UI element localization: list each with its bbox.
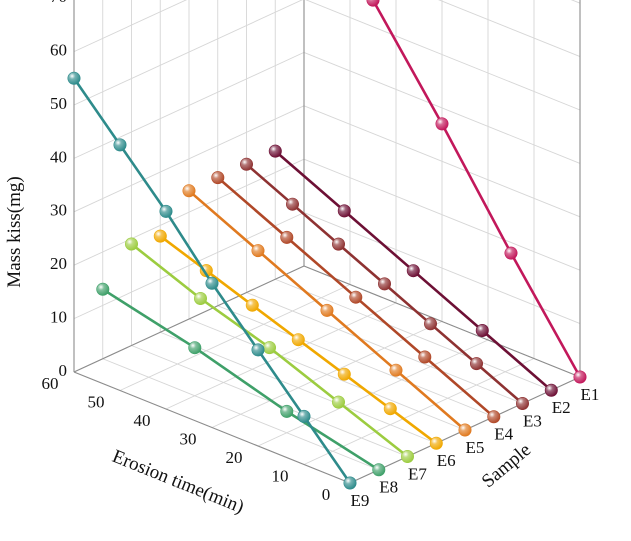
data-point bbox=[96, 282, 110, 296]
z-axis-label: Mass kiss(mg) bbox=[4, 176, 25, 287]
gridline-floor bbox=[275, 278, 552, 391]
data-point bbox=[268, 144, 282, 158]
data-point bbox=[458, 423, 472, 437]
z-tick-label: 70 bbox=[50, 0, 67, 6]
series-line bbox=[102, 288, 380, 471]
y-tick-label: 20 bbox=[226, 448, 243, 467]
gridline-back bbox=[73, 0, 188, 53]
x-axis-label: Sample bbox=[478, 439, 535, 492]
data-point bbox=[297, 409, 311, 423]
data-point bbox=[515, 396, 529, 410]
data-point bbox=[435, 117, 449, 131]
axes-frame bbox=[73, 0, 581, 484]
x-tick-label: E1 bbox=[581, 385, 600, 404]
gridline-floor bbox=[217, 305, 494, 418]
data-point bbox=[182, 184, 196, 198]
data-point bbox=[331, 237, 345, 251]
x-tick-label: E8 bbox=[379, 478, 398, 497]
gridline-floor bbox=[102, 358, 379, 471]
tick-labels: 0 10 20 30 40 50 60 70 0 10 20 30 40 50 60 E1 E2 E3 E4 E5 E6… bbox=[42, 0, 600, 510]
data-point bbox=[331, 395, 345, 409]
data-point bbox=[188, 341, 202, 355]
y-tick-label: 0 bbox=[322, 485, 331, 504]
data-point bbox=[429, 436, 443, 450]
data-point bbox=[159, 204, 173, 218]
data-point bbox=[475, 323, 489, 337]
x-tick-label: E4 bbox=[494, 425, 513, 444]
axis-frame-edge bbox=[303, 265, 581, 378]
data-point bbox=[383, 402, 397, 416]
gridline-floor bbox=[188, 318, 466, 431]
z-tick-label: 50 bbox=[50, 94, 67, 113]
data-point bbox=[251, 343, 265, 357]
y-tick-label: 50 bbox=[88, 392, 105, 411]
series-e6 bbox=[153, 229, 443, 450]
data-point bbox=[262, 341, 276, 355]
data-point bbox=[544, 383, 558, 397]
data-point bbox=[280, 404, 294, 418]
z-tick-label: 60 bbox=[50, 41, 67, 60]
y-tick-label: 40 bbox=[134, 411, 151, 430]
data-point bbox=[469, 357, 483, 371]
data-point bbox=[205, 276, 219, 290]
data-point bbox=[418, 350, 432, 364]
data-point bbox=[573, 370, 587, 384]
data-point bbox=[245, 298, 259, 312]
data-point bbox=[349, 290, 363, 304]
data-point bbox=[377, 277, 391, 291]
data-point bbox=[251, 244, 265, 258]
data-point bbox=[194, 291, 208, 305]
series-e9 bbox=[67, 71, 357, 490]
data-point bbox=[372, 463, 386, 477]
gridline-floor bbox=[160, 331, 437, 444]
axis-frame-edge bbox=[73, 265, 305, 373]
data-point bbox=[504, 246, 518, 260]
x-tick-label: E6 bbox=[437, 451, 456, 470]
z-tick-label: 30 bbox=[50, 201, 67, 220]
z-tick-label: 20 bbox=[50, 254, 67, 273]
data-point bbox=[400, 449, 414, 463]
y-tick-label: 10 bbox=[272, 466, 289, 485]
data-point bbox=[337, 367, 351, 381]
z-tick-label: 10 bbox=[50, 308, 67, 327]
data-point bbox=[285, 197, 299, 211]
z-tick-label: 40 bbox=[50, 147, 67, 166]
data-point bbox=[280, 230, 294, 244]
series-e4 bbox=[211, 171, 501, 424]
data-point bbox=[211, 171, 225, 185]
gridline-floor bbox=[246, 292, 523, 404]
data-point bbox=[67, 71, 81, 85]
x-tick-label: E7 bbox=[408, 464, 427, 483]
data-point bbox=[113, 138, 127, 152]
y-tick-label: 60 bbox=[42, 374, 59, 393]
series-e8 bbox=[96, 282, 386, 477]
x-tick-label: E3 bbox=[523, 411, 542, 430]
data-point bbox=[337, 204, 351, 218]
series-e2 bbox=[268, 144, 558, 397]
z-tick-label: 0 bbox=[59, 361, 68, 380]
data-point bbox=[487, 410, 501, 424]
x-tick-label: E9 bbox=[351, 491, 370, 510]
series-group bbox=[67, 0, 587, 490]
x-tick-label: E2 bbox=[552, 398, 571, 417]
data-point bbox=[366, 0, 380, 7]
x-tick-label: E5 bbox=[466, 438, 485, 457]
series-e3 bbox=[240, 157, 529, 410]
axis-frame-edge bbox=[73, 371, 351, 484]
data-point bbox=[125, 237, 139, 251]
data-point bbox=[423, 317, 437, 331]
data-point bbox=[291, 333, 305, 347]
series-e5 bbox=[182, 184, 472, 437]
y-tick-label: 30 bbox=[180, 429, 197, 448]
data-point bbox=[406, 264, 420, 278]
data-point bbox=[240, 157, 254, 171]
data-point bbox=[320, 303, 334, 317]
series-e1 bbox=[366, 0, 587, 384]
data-point bbox=[153, 229, 167, 243]
data-point bbox=[343, 476, 357, 490]
data-point bbox=[389, 363, 403, 377]
